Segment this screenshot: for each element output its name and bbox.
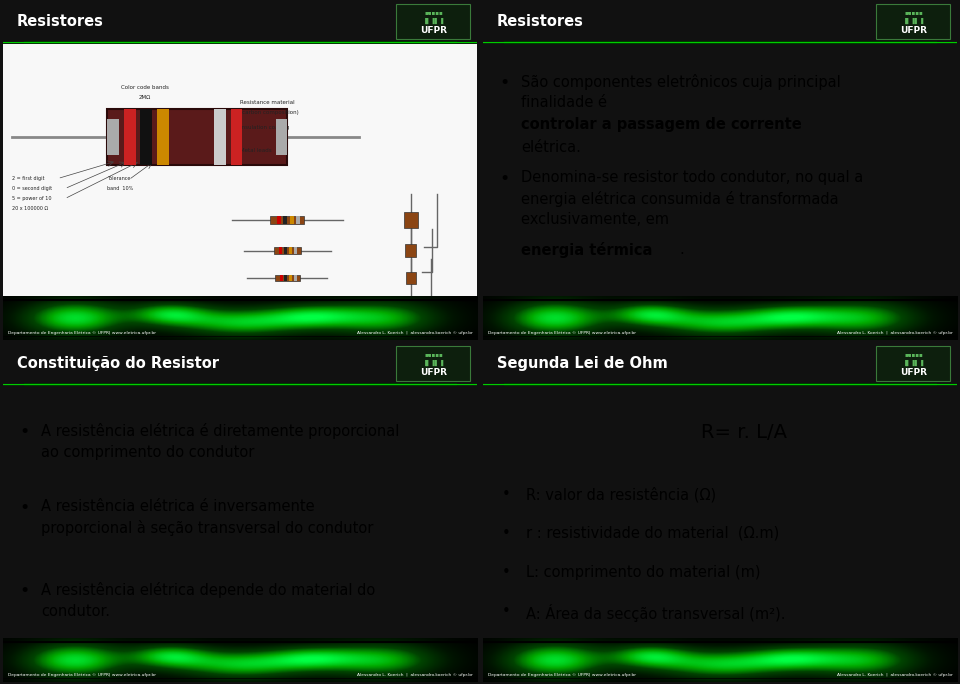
- Text: ▪▪▪▪▪: ▪▪▪▪▪: [424, 10, 443, 16]
- Text: Alessandro L. Koerich  |  alessandro.koerich © ufpr.br: Alessandro L. Koerich | alessandro.koeri…: [836, 672, 952, 676]
- Text: A resistência elétrica é inversamente
proporcional à seção transversal do condut: A resistência elétrica é inversamente pr…: [41, 499, 373, 536]
- Text: UFPR: UFPR: [900, 25, 927, 34]
- Text: Segunda Lei de Ohm: Segunda Lei de Ohm: [497, 356, 668, 371]
- Bar: [876, 3, 950, 40]
- Bar: [290, 216, 294, 224]
- Text: Departamento de Engenharia Elétrica © UFPR| www.eletrica.ufpr.br: Departamento de Engenharia Elétrica © UF…: [8, 330, 156, 334]
- Text: Resistance material: Resistance material: [240, 100, 295, 105]
- Text: A resistência elétrica depende do material do
condutor.: A resistência elétrica depende do materi…: [41, 583, 375, 619]
- Bar: [294, 276, 297, 281]
- Bar: [289, 276, 292, 281]
- Text: •: •: [502, 604, 511, 619]
- Text: 0 = second digit: 0 = second digit: [12, 186, 53, 191]
- Bar: [294, 248, 298, 254]
- Text: Insulation coating: Insulation coating: [240, 125, 289, 131]
- Text: .: .: [680, 241, 684, 256]
- Text: Resistores: Resistores: [17, 14, 104, 29]
- Text: (carbon composition): (carbon composition): [240, 110, 299, 116]
- Text: •: •: [19, 583, 30, 601]
- Text: Tolerance: Tolerance: [108, 176, 131, 181]
- Text: São componentes eletrônicos cuja principal
finalidade é: São componentes eletrônicos cuja princip…: [521, 74, 841, 110]
- Text: controlar a passagem de corrente: controlar a passagem de corrente: [521, 117, 802, 132]
- Text: Departamento de Engenharia Elétrica © UFPR| www.eletrica.ufpr.br: Departamento de Engenharia Elétrica © UF…: [488, 330, 636, 334]
- Bar: [276, 216, 281, 224]
- Text: 20 x 100000 Ω: 20 x 100000 Ω: [12, 206, 49, 211]
- Text: •: •: [502, 565, 511, 580]
- Text: Alessandro L. Koerich  |  alessandro.koerich © ufpr.br: Alessandro L. Koerich | alessandro.koeri…: [836, 330, 952, 334]
- Text: Departamento de Engenharia Elétrica © UFPR| www.eletrica.ufpr.br: Departamento de Engenharia Elétrica © UF…: [8, 672, 156, 676]
- Text: •: •: [502, 526, 511, 540]
- Text: •: •: [19, 499, 30, 517]
- Bar: [279, 248, 282, 254]
- Bar: [876, 345, 950, 382]
- Bar: [276, 276, 300, 281]
- Bar: [284, 276, 287, 281]
- Bar: [157, 109, 169, 165]
- Text: Alessandro L. Koerich  |  alessandro.koerich © ufpr.br: Alessandro L. Koerich | alessandro.koeri…: [356, 672, 472, 676]
- Text: A: Área da secção transversal (m²).: A: Área da secção transversal (m²).: [525, 604, 785, 622]
- Bar: [396, 3, 470, 40]
- Text: 2 = first digit: 2 = first digit: [12, 176, 45, 181]
- Text: •: •: [502, 486, 511, 501]
- Bar: [405, 244, 417, 257]
- Text: Departamento de Engenharia Elétrica © UFPR| www.eletrica.ufpr.br: Departamento de Engenharia Elétrica © UF…: [488, 672, 636, 676]
- Text: R: valor da resistência (Ω): R: valor da resistência (Ω): [525, 486, 716, 502]
- Text: ▪▪▪▪▪: ▪▪▪▪▪: [904, 352, 923, 358]
- Text: UFPR: UFPR: [900, 367, 927, 376]
- Text: band  10%: band 10%: [108, 186, 133, 191]
- Text: energia térmica: energia térmica: [521, 241, 652, 258]
- Text: Constituição do Resistor: Constituição do Resistor: [17, 356, 219, 371]
- Bar: [214, 109, 226, 165]
- Text: 2MΩ: 2MΩ: [139, 95, 152, 100]
- Text: •: •: [499, 170, 510, 188]
- Text: •: •: [19, 423, 30, 441]
- Text: UFPR: UFPR: [420, 25, 447, 34]
- Bar: [404, 212, 418, 228]
- Text: Metal leads: Metal leads: [240, 148, 272, 153]
- Text: ▐▌▐▌▐: ▐▌▐▌▐: [902, 360, 924, 366]
- Text: A resistência elétrica é diretamente proporcional
ao comprimento do condutor: A resistência elétrica é diretamente pro…: [41, 423, 399, 460]
- Bar: [289, 248, 293, 254]
- Bar: [276, 119, 287, 155]
- Bar: [271, 216, 304, 224]
- Bar: [396, 345, 470, 382]
- Text: Resistores: Resistores: [497, 14, 584, 29]
- Text: elétrica.: elétrica.: [521, 140, 581, 155]
- Text: ▪▪▪▪▪: ▪▪▪▪▪: [904, 10, 923, 16]
- Text: L: comprimento do material (m): L: comprimento do material (m): [525, 565, 760, 580]
- Bar: [275, 248, 300, 254]
- Bar: [230, 109, 242, 165]
- Text: r : resistividade do material  (Ω.m): r : resistividade do material (Ω.m): [525, 526, 779, 540]
- Bar: [284, 248, 287, 254]
- Text: Color code bands: Color code bands: [121, 85, 169, 90]
- Bar: [279, 276, 283, 281]
- Text: •: •: [499, 74, 510, 92]
- Text: Alessandro L. Koerich  |  alessandro.koerich © ufpr.br: Alessandro L. Koerich | alessandro.koeri…: [356, 330, 472, 334]
- Text: ▐▌▐▌▐: ▐▌▐▌▐: [902, 18, 924, 24]
- Text: ▪▪▪▪▪: ▪▪▪▪▪: [424, 352, 443, 358]
- Bar: [140, 109, 153, 165]
- Text: R= r. L/A: R= r. L/A: [701, 423, 786, 443]
- Text: 5 = power of 10: 5 = power of 10: [12, 196, 52, 201]
- Bar: [108, 119, 119, 155]
- Bar: [283, 216, 287, 224]
- Text: ▐▌▐▌▐: ▐▌▐▌▐: [422, 18, 444, 24]
- Bar: [406, 272, 416, 285]
- Bar: [124, 109, 135, 165]
- Bar: [296, 216, 300, 224]
- Text: UFPR: UFPR: [420, 367, 447, 376]
- Text: Denomina-se resistor todo condutor, no qual a
energia elétrica consumida é trans: Denomina-se resistor todo condutor, no q…: [521, 170, 863, 227]
- Bar: [108, 109, 287, 165]
- Text: ▐▌▐▌▐: ▐▌▐▌▐: [422, 360, 444, 366]
